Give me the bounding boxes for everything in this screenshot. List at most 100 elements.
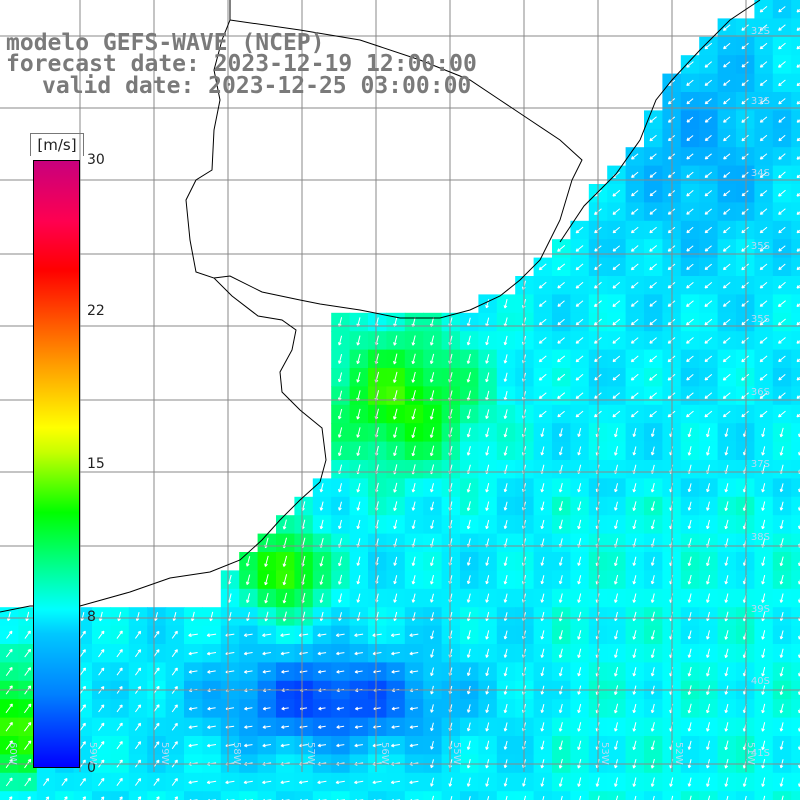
wind-arrow [632, 483, 637, 493]
wind-arrow [630, 282, 639, 289]
wind-arrow [466, 667, 471, 677]
wind-arrow [372, 780, 382, 785]
wind-arrow [759, 98, 768, 105]
wind-arrow [761, 777, 766, 787]
wind-arrow [759, 226, 768, 234]
wind-arrow [319, 593, 324, 604]
wind-arrow [614, 722, 618, 732]
wind-arrow [777, 318, 786, 326]
wind-arrow [558, 611, 563, 622]
wind-arrow [409, 706, 418, 711]
wind-arrow [779, 446, 784, 456]
wind-arrow [632, 446, 637, 456]
wind-arrow [558, 740, 563, 751]
wind-arrow [171, 630, 178, 639]
wind-arrow [632, 648, 637, 659]
wind-arrow [466, 722, 471, 732]
wind-arrow [466, 335, 471, 346]
wind-arrow [557, 392, 566, 399]
wind-arrow [503, 703, 508, 714]
lat-label-35s-b: 35S [750, 314, 770, 325]
wind-arrow [597, 795, 600, 800]
wind-arrow [411, 445, 416, 457]
wind-arrow [411, 556, 416, 567]
wind-cell [128, 791, 148, 800]
wind-arrow [430, 519, 434, 530]
wind-cell [791, 128, 800, 148]
wind-arrow [244, 743, 253, 748]
wind-cell [239, 791, 259, 800]
wind-arrow [612, 208, 621, 215]
wind-arrow [558, 575, 563, 585]
wind-arrow [485, 482, 490, 493]
wind-arrow [778, 374, 786, 381]
wind-arrow [761, 556, 766, 567]
wind-arrow [779, 483, 784, 493]
colorbar-tick-22: 22 [87, 303, 105, 319]
wind-cell [294, 791, 314, 800]
wind-arrow [614, 483, 618, 493]
wind-arrow [134, 667, 142, 676]
wind-arrow [706, 446, 710, 456]
wind-arrow [188, 780, 198, 785]
wind-arrow [650, 575, 655, 585]
wind-arrow [6, 630, 13, 639]
wind-arrow [686, 190, 694, 197]
wind-arrow [335, 780, 345, 785]
wind-arrow [338, 501, 342, 511]
wind-arrow [558, 446, 563, 456]
wind-arrow [171, 722, 178, 731]
wind-arrow [79, 630, 86, 639]
wind-arrow [393, 593, 398, 603]
wind-arrow [630, 392, 639, 399]
wind-arrow [411, 371, 416, 383]
wind-arrow [540, 667, 545, 677]
wind-arrow [503, 722, 508, 732]
wind-arrow [82, 796, 86, 800]
wind-arrow [796, 64, 800, 68]
wind-arrow [761, 501, 766, 511]
wind-cell [791, 55, 800, 75]
wind-arrow [188, 706, 198, 711]
wind-arrow [722, 337, 731, 344]
wind-arrow [390, 743, 400, 748]
wind-arrow [612, 318, 621, 326]
wind-arrow [577, 427, 582, 438]
wind-arrow [704, 190, 713, 197]
wind-arrow [761, 703, 766, 714]
wind-arrow [188, 743, 198, 748]
valid-date: valid date: 2023-12-25 03:00:00 [42, 73, 472, 99]
wind-arrow [759, 61, 768, 68]
wind-arrow [485, 372, 490, 383]
wind-arrow [281, 725, 290, 729]
wind-arrow [466, 648, 471, 658]
wind-arrow [503, 593, 508, 603]
wind-arrow [614, 630, 618, 640]
colorbar [33, 160, 80, 768]
wind-arrow [466, 777, 471, 787]
wind-arrows [5, 6, 800, 800]
wind-arrow [722, 24, 731, 31]
wind-cell [588, 791, 608, 800]
wind-arrow [741, 171, 749, 178]
wind-arrow [759, 171, 768, 178]
wind-arrow [741, 337, 749, 344]
wind-arrow [741, 190, 749, 197]
wind-arrow [612, 226, 621, 234]
wind-arrow [650, 703, 655, 714]
wind-arrow [356, 408, 361, 420]
wind-arrow [24, 667, 31, 676]
wind-arrow [485, 777, 490, 787]
wind-arrow [542, 795, 545, 800]
wind-arrow [724, 722, 729, 732]
wind-cell [441, 791, 461, 800]
wind-arrow [631, 153, 639, 160]
wind-arrow [79, 649, 86, 658]
wind-arrow [650, 740, 655, 751]
wind-arrow [614, 648, 618, 658]
wind-arrow [650, 593, 655, 603]
wind-arrow [243, 780, 253, 785]
wind-arrow [796, 413, 800, 418]
wind-arrow [174, 796, 178, 800]
wind-arrow [134, 741, 142, 750]
